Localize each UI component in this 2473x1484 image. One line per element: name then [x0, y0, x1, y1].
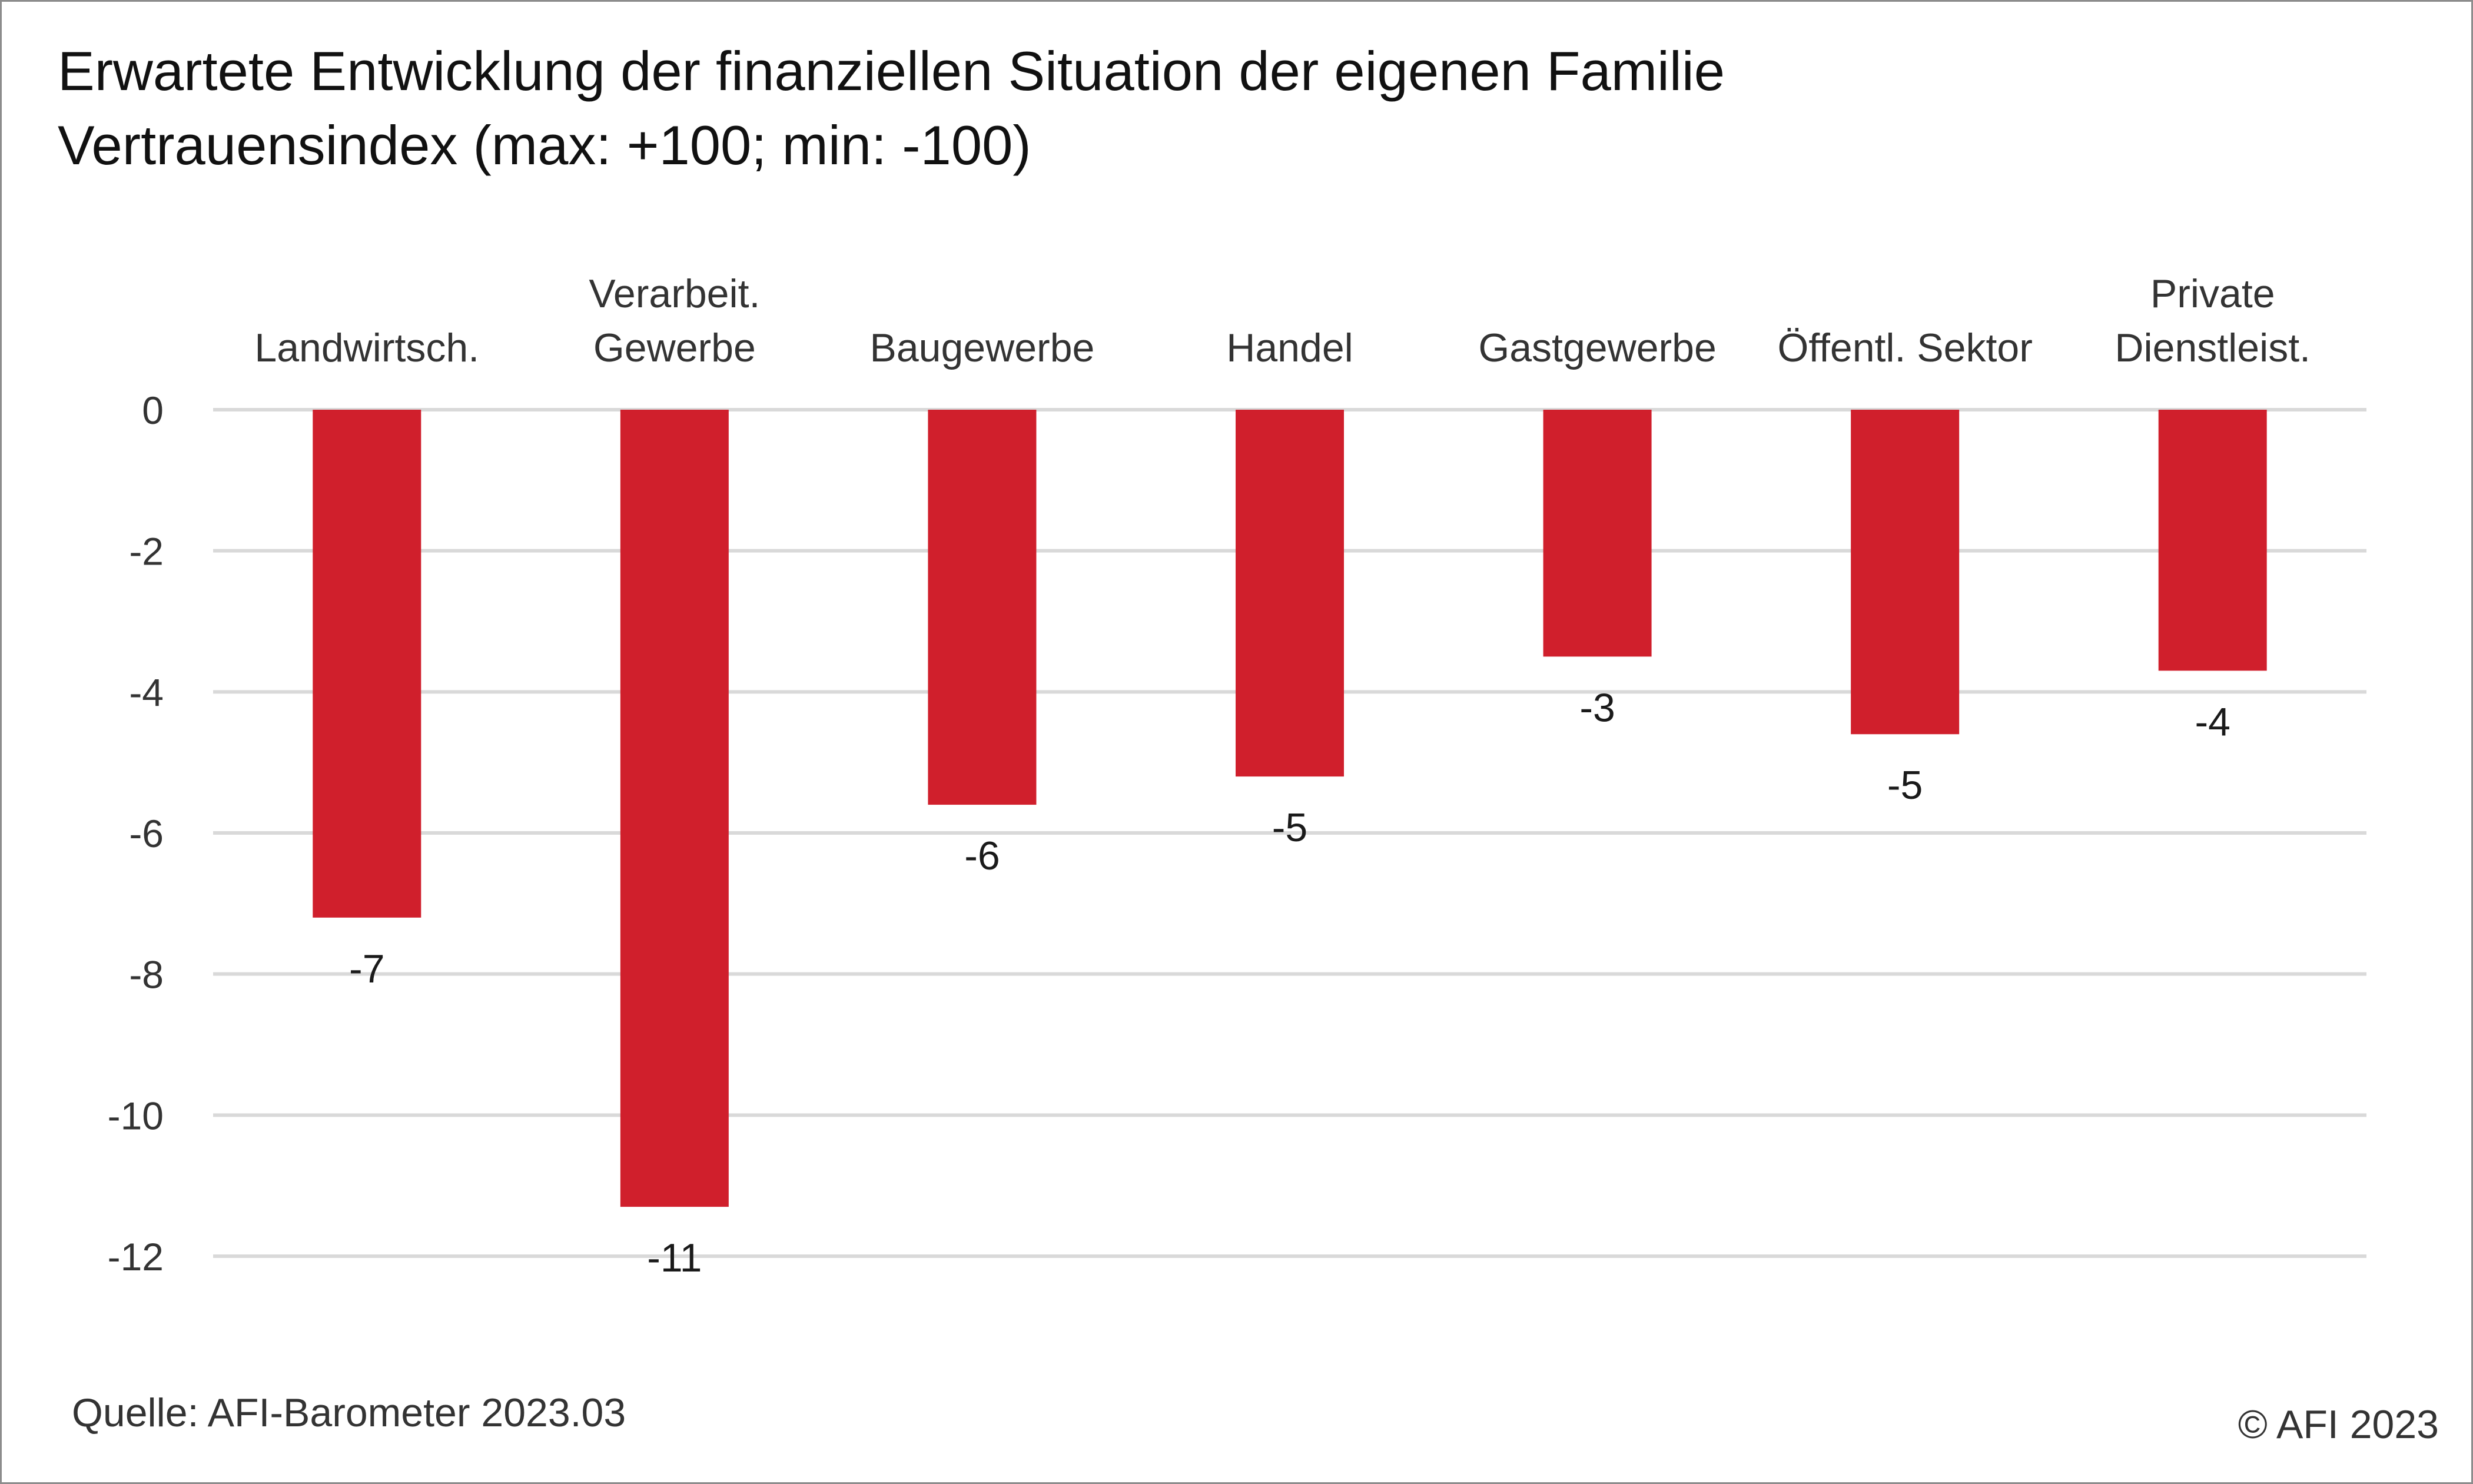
y-tick-label: -6: [129, 812, 164, 855]
category-label-line: Verarbeit.: [589, 271, 760, 316]
bars: [313, 410, 2267, 1207]
category-label: Verarbeit. Gewerbe: [589, 271, 760, 370]
chart-title: Erwartete Entwicklung der finanziellen S…: [58, 40, 1725, 102]
bar: [620, 410, 729, 1207]
category-label: Private Dienstleist.: [2115, 271, 2311, 370]
bar: [313, 410, 421, 918]
y-tick-label: -10: [108, 1094, 164, 1137]
chart-subtitle: Vertrauensindex (max: +100; min: -100): [58, 114, 1031, 176]
data-label: -5: [1272, 805, 1307, 850]
bar: [1851, 410, 1960, 735]
category-label-line: Handel: [1226, 326, 1353, 370]
category-label: Baugewerbe: [870, 326, 1095, 370]
y-axis-tick-labels: 0 -2 -4 -6 -8 -10 -12: [108, 389, 164, 1279]
category-label-line: Öffentl. Sektor: [1777, 326, 2032, 370]
bar: [928, 410, 1037, 805]
data-label: -7: [349, 947, 384, 991]
y-tick-label: -4: [129, 670, 164, 714]
data-label: -4: [2195, 699, 2230, 744]
source-note: Quelle: AFI-Barometer 2023.03: [72, 1390, 626, 1435]
copyright-note: © AFI 2023: [2238, 1402, 2439, 1447]
category-label-line: Private: [2150, 271, 2275, 316]
category-label: Gastgewerbe: [1478, 326, 1716, 370]
category-labels: Landwirtsch. Verarbeit. Gewerbe Baugewerbe H…: [254, 271, 2311, 370]
category-label: Landwirtsch.: [254, 326, 479, 370]
category-label-line: Baugewerbe: [870, 326, 1095, 370]
bar: [2158, 410, 2267, 671]
y-tick-label: -12: [108, 1235, 164, 1279]
category-label-line: Gewerbe: [593, 326, 756, 370]
bar: [1236, 410, 1344, 777]
category-label-line: Landwirtsch.: [254, 326, 479, 370]
category-label: Öffentl. Sektor: [1777, 326, 2032, 370]
bar: [1543, 410, 1652, 657]
data-labels: -7 -11 -6 -5 -3 -5 -4: [349, 685, 2230, 1280]
y-tick-label: -8: [129, 953, 164, 997]
chart-title-block: Erwartete Entwicklung der finanziellen S…: [58, 34, 1725, 182]
category-label-line: Gastgewerbe: [1478, 326, 1716, 370]
y-tick-label: -2: [129, 530, 164, 573]
data-label: -3: [1579, 685, 1615, 730]
y-tick-label: 0: [142, 389, 164, 432]
data-label: -6: [964, 834, 1000, 878]
category-label-line: Dienstleist.: [2115, 326, 2311, 370]
data-label: -11: [647, 1236, 702, 1280]
data-label: -5: [1887, 763, 1923, 808]
category-label: Handel: [1226, 326, 1353, 370]
